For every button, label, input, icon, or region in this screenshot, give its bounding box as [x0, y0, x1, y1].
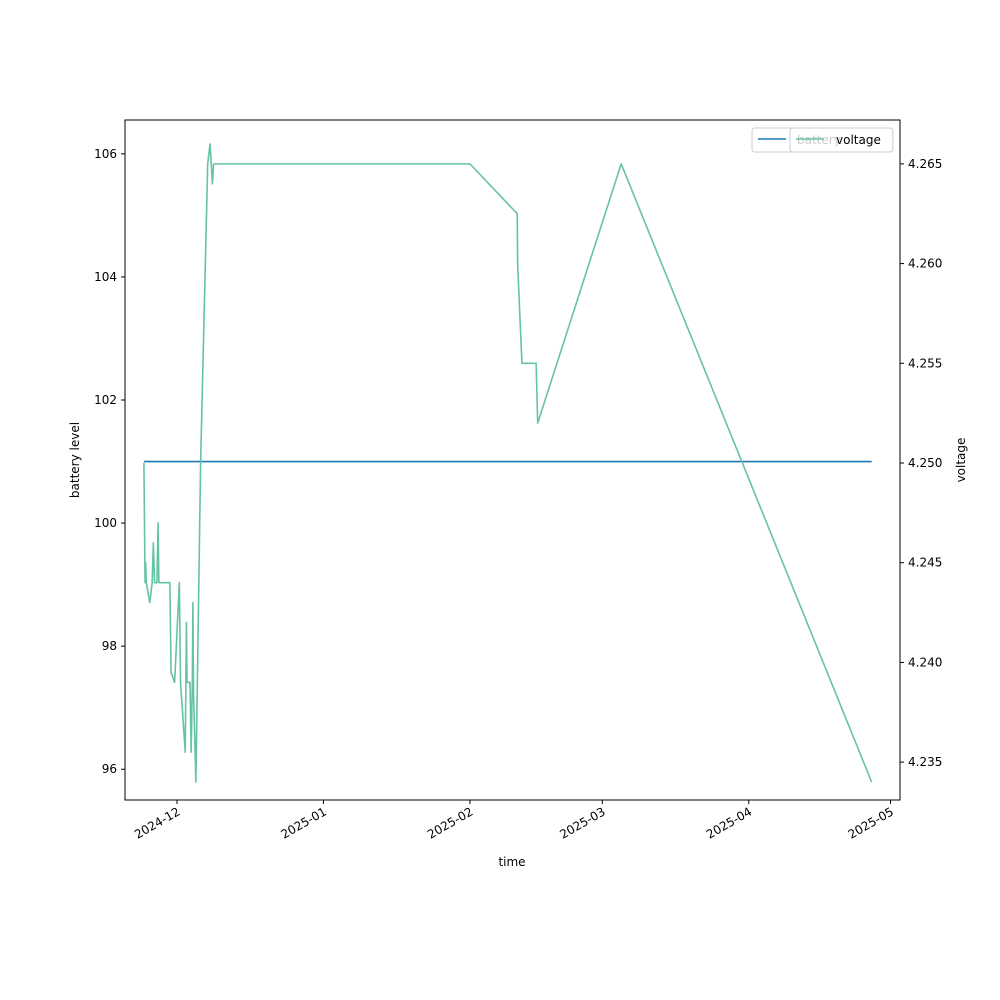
right-y-tick-label: 4.240 — [908, 655, 942, 669]
left-y-axis-title: battery level — [68, 422, 82, 498]
x-tick-label: 2025-02 — [425, 804, 475, 841]
x-tick-label: 2024-12 — [132, 804, 182, 841]
legend-voltage-frame — [789, 127, 894, 153]
x-axis: 2024-12 2025-01 2025-02 2025-03 2025-04 2025-… — [132, 800, 896, 842]
x-tick-label: 2025-04 — [704, 804, 754, 841]
x-tick-label: 2025-05 — [846, 804, 896, 841]
right-y-tick-label: 4.250 — [908, 456, 942, 470]
left-y-axis: 96 98 100 102 104 106 — [94, 147, 125, 776]
right-y-tick-label: 4.260 — [908, 257, 942, 271]
left-y-tick-label: 104 — [94, 270, 117, 284]
right-y-axis: 4.235 4.240 4.245 4.250 4.255 4.260 4.265 — [900, 157, 942, 769]
legend-voltage-label: voltage — [836, 133, 881, 147]
right-y-tick-label: 4.265 — [908, 157, 942, 171]
legend-voltage: voltage — [789, 127, 894, 153]
x-axis-title: time — [498, 855, 525, 869]
right-y-axis-title: voltage — [954, 438, 968, 483]
plot-area — [143, 143, 873, 783]
right-y-tick-label: 4.245 — [908, 556, 942, 570]
left-y-tick-label: 102 — [94, 393, 117, 407]
left-y-tick-label: 106 — [94, 147, 117, 161]
series-line-voltage — [143, 143, 873, 783]
x-tick-label: 2025-01 — [279, 804, 329, 841]
left-y-tick-label: 98 — [102, 639, 117, 653]
x-tick-label: 2025-03 — [557, 804, 607, 841]
right-y-tick-label: 4.235 — [908, 755, 942, 769]
left-y-tick-label: 100 — [94, 516, 117, 530]
plot-frame — [124, 119, 901, 801]
left-y-tick-label: 96 — [102, 762, 117, 776]
right-y-tick-label: 4.255 — [908, 356, 942, 370]
